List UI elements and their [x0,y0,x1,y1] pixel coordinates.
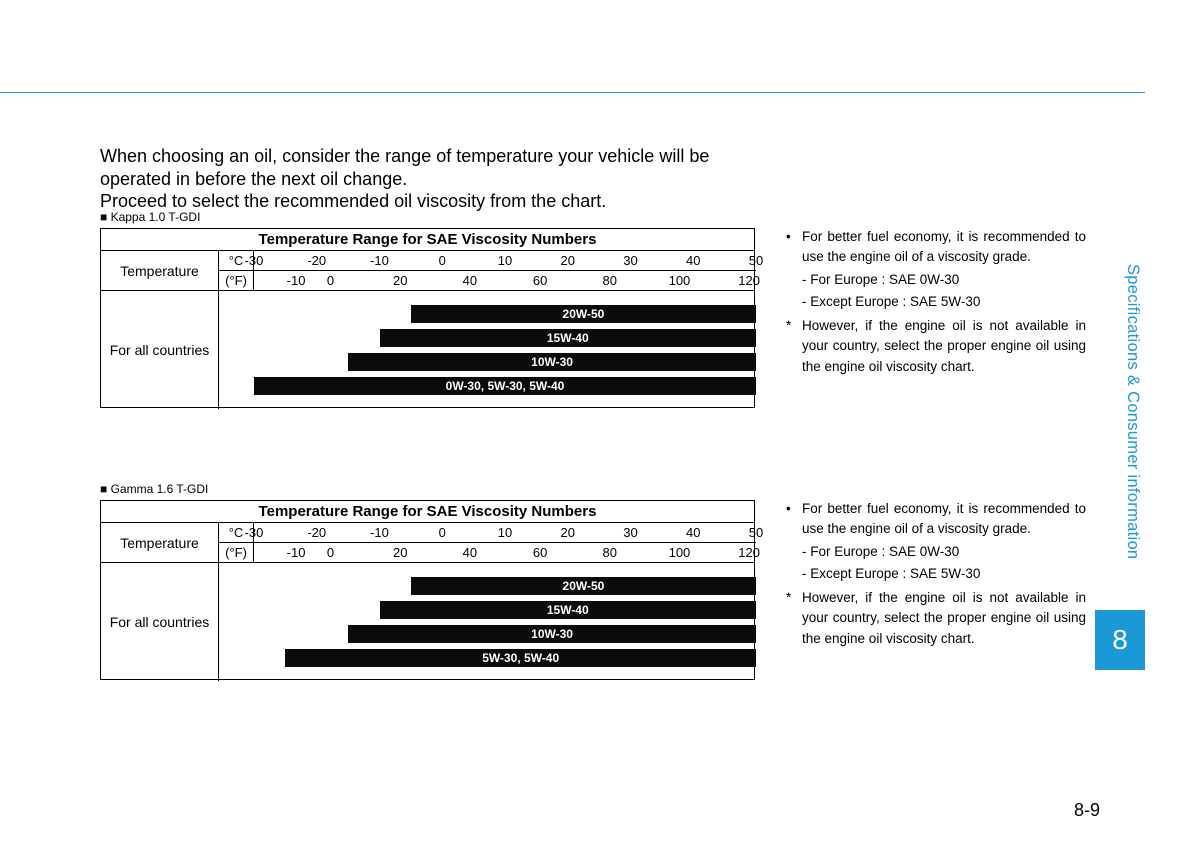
chart-caption: ■ Gamma 1.6 T-GDI [100,482,760,496]
intro-text: When choosing an oil, consider the range… [100,145,760,213]
scale-celsius: -30-20-1001020304050 [254,251,756,271]
note-main: For better fuel economy, it is recommend… [802,227,1086,268]
top-rule [0,92,1145,93]
bullet-icon: • [786,227,802,268]
tick-f: 0 [327,543,334,563]
temp-label: Temperature [101,523,219,563]
note-star-row: * However, if the engine oil is not avai… [786,316,1086,377]
chapter-badge: 8 [1095,610,1145,670]
note-star-body: However, if the engine oil is not availa… [802,316,1086,377]
unit-fahrenheit: (°F) [219,543,254,563]
scale-fahrenheit: -10020406080100120 [254,271,756,291]
tick-f: 40 [463,543,477,563]
region-label: For all countries [101,291,219,409]
tick-c: 40 [686,251,700,271]
chart-caption: ■ Kappa 1.0 T-GDI [100,210,760,224]
tick-c: -30 [245,523,264,543]
viscosity-bar: 10W-30 [348,625,756,643]
chart-block-gamma: ■ Gamma 1.6 T-GDI Temperature Range for … [100,482,760,680]
chart-title: Temperature Range for SAE Viscosity Numb… [101,229,754,251]
note-bullet-row: • For better fuel economy, it is recomme… [786,499,1086,540]
bars-zone: 20W-50 15W-40 10W-30 5W-30, 5W-40 [254,563,756,681]
viscosity-bar: 5W-30, 5W-40 [285,649,756,667]
notes-block: • For better fuel economy, it is recomme… [786,227,1086,377]
tick-f: 40 [463,271,477,291]
tick-f: 120 [738,271,760,291]
viscosity-bar: 15W-40 [380,601,757,619]
note-bullet-row: • For better fuel economy, it is recomme… [786,227,1086,268]
tick-c: 10 [498,251,512,271]
tick-f: 100 [669,543,691,563]
notes-block: • For better fuel economy, it is recomme… [786,499,1086,649]
note-sub: - Except Europe : SAE 5W-30 [786,564,1086,584]
temp-header-row: Temperature °C (°F) -30-20-1001020304050… [101,523,754,563]
tick-c: -30 [245,251,264,271]
tick-f: -10 [287,543,306,563]
temp-label: Temperature [101,251,219,291]
tick-f: -10 [287,271,306,291]
region-label: For all countries [101,563,219,681]
section-tab: Specifications & Consumer information [1120,264,1142,559]
tick-f: 80 [603,543,617,563]
tick-c: -20 [307,251,326,271]
tick-c: 20 [561,251,575,271]
bullet-icon: • [786,499,802,540]
note-main: For better fuel economy, it is recommend… [802,499,1086,540]
chart-block-kappa: ■ Kappa 1.0 T-GDI Temperature Range for … [100,210,760,408]
viscosity-chart: Temperature Range for SAE Viscosity Numb… [100,500,755,680]
tick-c: 10 [498,523,512,543]
temp-header-row: Temperature °C (°F) -30-20-1001020304050… [101,251,754,291]
asterisk-icon: * [786,316,802,377]
tick-c: 0 [439,523,446,543]
tick-c: -10 [370,251,389,271]
tick-f: 20 [393,271,407,291]
tick-c: -20 [307,523,326,543]
tick-c: 50 [749,523,763,543]
viscosity-bar: 20W-50 [411,305,756,323]
tick-c: 0 [439,251,446,271]
tick-c: 50 [749,251,763,271]
tick-f: 60 [533,543,547,563]
tick-f: 120 [738,543,760,563]
viscosity-chart: Temperature Range for SAE Viscosity Numb… [100,228,755,408]
note-star-body: However, if the engine oil is not availa… [802,588,1086,649]
viscosity-bar: 10W-30 [348,353,756,371]
tick-c: 20 [561,523,575,543]
tick-f: 60 [533,271,547,291]
tick-f: 100 [669,271,691,291]
tick-c: -10 [370,523,389,543]
note-sub: - Except Europe : SAE 5W-30 [786,292,1086,312]
note-sub: - For Europe : SAE 0W-30 [786,270,1086,290]
tick-f: 20 [393,543,407,563]
scale-celsius: -30-20-1001020304050 [254,523,756,543]
page-number: 8-9 [1074,800,1100,821]
tick-c: 30 [623,523,637,543]
tick-c: 40 [686,523,700,543]
bars-area: For all countries 20W-50 15W-40 10W-30 5W-3… [101,563,754,681]
bars-zone: 20W-50 15W-40 10W-30 0W-30, 5W-30, 5W-40 [254,291,756,409]
viscosity-bar: 0W-30, 5W-30, 5W-40 [254,377,756,395]
scale-fahrenheit: -10020406080100120 [254,543,756,563]
note-sub: - For Europe : SAE 0W-30 [786,542,1086,562]
chart-title: Temperature Range for SAE Viscosity Numb… [101,501,754,523]
tick-c: 30 [623,251,637,271]
viscosity-bar: 20W-50 [411,577,756,595]
note-star-row: * However, if the engine oil is not avai… [786,588,1086,649]
viscosity-bar: 15W-40 [380,329,757,347]
tick-f: 80 [603,271,617,291]
bars-area: For all countries 20W-50 15W-40 10W-30 0W-3… [101,291,754,409]
unit-fahrenheit: (°F) [219,271,254,291]
tick-f: 0 [327,271,334,291]
asterisk-icon: * [786,588,802,649]
